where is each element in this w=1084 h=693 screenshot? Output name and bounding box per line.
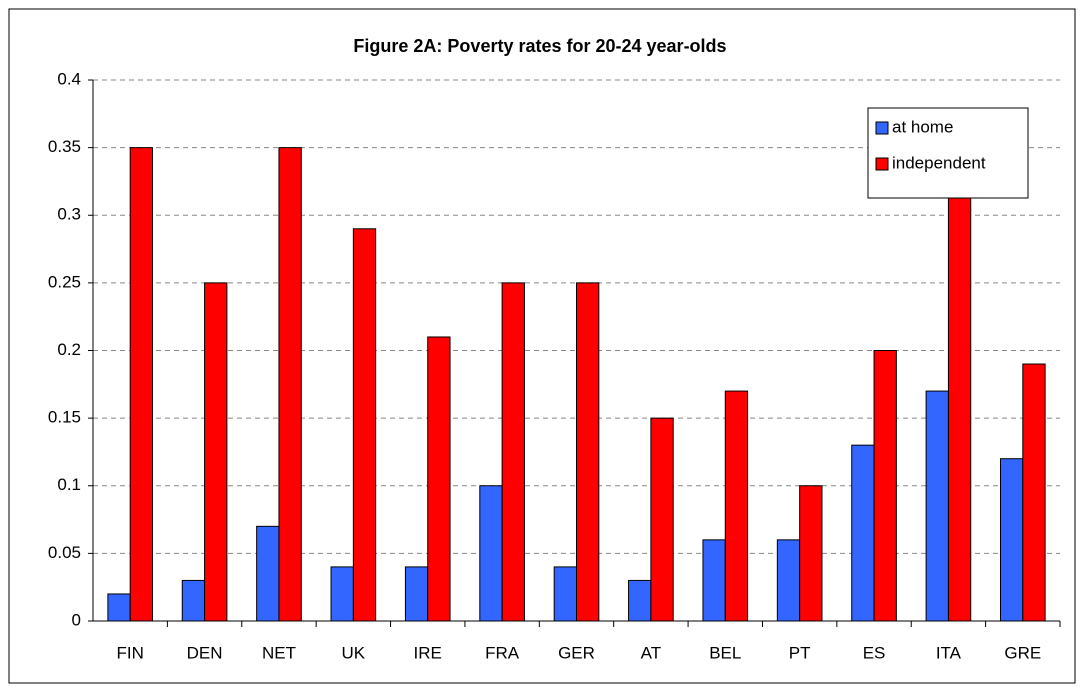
bar (129, 147, 154, 622)
bar (724, 390, 749, 622)
legend-box (867, 107, 1029, 199)
x-tick-label: NET (262, 643, 296, 662)
bar (702, 539, 726, 622)
bar (776, 539, 801, 622)
legend-swatch (875, 121, 889, 135)
bar (278, 147, 302, 622)
x-tick-label: ES (863, 643, 886, 662)
x-tick-label: DEN (187, 643, 223, 662)
legend-swatch (875, 157, 889, 171)
bar (107, 593, 131, 622)
y-tick-label: 0.2 (57, 340, 81, 359)
x-tick-label: UK (342, 643, 366, 662)
bar (181, 579, 206, 622)
y-tick-label: 0.3 (57, 205, 81, 224)
bar (947, 187, 972, 622)
x-tick-label: AT (641, 643, 661, 662)
bar (479, 485, 503, 622)
bar (553, 566, 578, 622)
y-tick-label: 0.1 (57, 475, 81, 494)
y-tick-label: 0.05 (48, 543, 81, 562)
bar (404, 566, 429, 622)
bar (873, 350, 897, 622)
x-tick-label: FRA (485, 643, 520, 662)
bar (576, 282, 600, 622)
bar (501, 282, 525, 622)
bar (999, 458, 1024, 622)
y-tick-label: 0.15 (48, 408, 81, 427)
bar (1022, 363, 1046, 622)
bar (352, 228, 377, 622)
y-tick-label: 0 (72, 610, 81, 629)
x-tick-label: GER (558, 643, 595, 662)
legend-label: independent (892, 153, 986, 172)
x-tick-label: BEL (709, 643, 741, 662)
x-tick-label: IRE (414, 643, 442, 662)
bar (628, 579, 652, 622)
x-tick-label: ITA (936, 643, 962, 662)
bar (427, 336, 451, 622)
bar (925, 390, 949, 622)
x-tick-label: PT (789, 643, 811, 662)
bar (256, 525, 280, 622)
bar (851, 444, 875, 622)
y-tick-label: 0.25 (48, 272, 81, 291)
bar (330, 566, 354, 622)
y-tick-label: 0.4 (57, 69, 81, 88)
bar (799, 485, 823, 622)
x-tick-label: FIN (116, 643, 143, 662)
y-tick-label: 0.35 (48, 137, 81, 156)
bar (650, 417, 674, 622)
bar (204, 282, 228, 622)
legend-label: at home (892, 117, 953, 136)
x-tick-label: GRE (1004, 643, 1041, 662)
chart-title: Figure 2A: Poverty rates for 20-24 year-… (353, 36, 726, 56)
